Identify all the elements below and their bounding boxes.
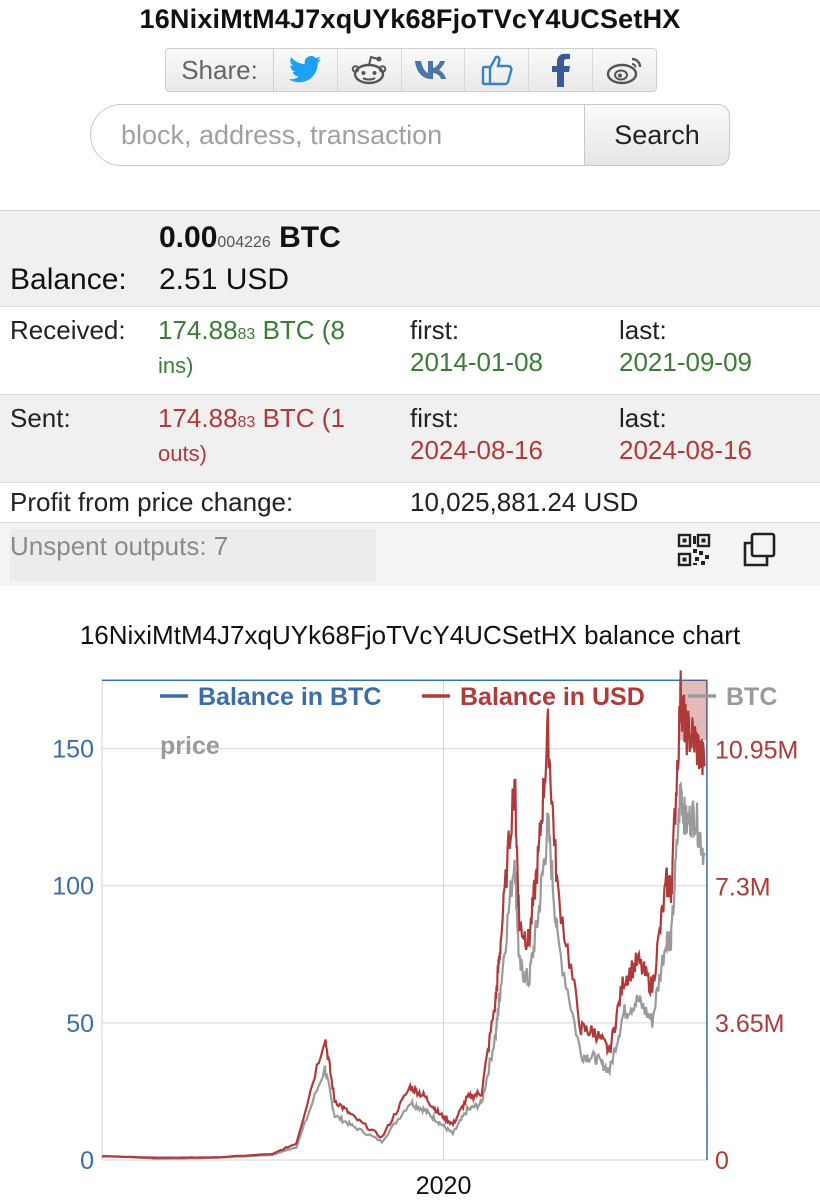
address-info-table: 0.00004226 BTC Balance: 2.51 USD Receive… [0,210,820,586]
y-left-tick-label: 100 [52,873,94,901]
legend-label: Balance in BTC [198,683,381,711]
reddit-icon [351,55,387,85]
vk-icon [415,61,447,79]
weibo-icon [606,57,641,85]
received-ins: ins) [158,353,194,378]
received-row: Received: 174.8883 BTC (8 ins) first: 20… [0,306,820,394]
copy-icon[interactable] [741,532,777,575]
received-amount-main: 174.88 [158,315,238,345]
balance-usd: 2.51 USD [159,263,290,296]
series-line-balance-usd [101,670,706,1159]
profit-row: Profit from price change: 10,025,881.24 … [0,482,820,522]
y-right-tick-label: 10.95M [715,736,798,764]
usd-peak-fill [679,680,707,741]
received-label: Received: [10,315,126,345]
legend-label: BTC [726,683,777,711]
sent-unit: BTC (1 [262,403,345,433]
received-first-label: first: [410,315,460,345]
received-first-date[interactable]: 2014-01-08 [410,347,543,377]
sent-first-date[interactable]: 2024-08-16 [410,435,543,465]
balance-btc: 0.00004226 BTC [159,221,341,255]
sent-label: Sent: [10,403,71,433]
sent-last-label: last: [619,403,667,433]
search-form: Search [90,104,730,166]
balance-btc-unit: BTC [279,221,341,254]
y-right-tick-label: 3.65M [715,1010,784,1038]
y-right-tick-label: 0 [715,1147,729,1175]
y-right-tick-label: 7.3M [715,873,771,901]
balance-btc-small: 004226 [217,234,271,251]
profit-value: 10,025,881.24 USD [410,487,639,517]
facebook-icon [551,53,570,87]
balance-btc-main: 0.00 [159,221,218,254]
twitter-icon [289,56,322,83]
share-twitter-button[interactable] [274,49,338,91]
sent-amount-small: 83 [237,414,256,431]
unspent-row[interactable]: Unspent outputs: 7 [0,522,820,586]
balance-row: 0.00004226 BTC Balance: 2.51 USD [0,210,820,306]
share-weibo-button[interactable] [593,49,656,91]
legend-label-price: price [160,732,220,760]
qr-code-icon[interactable] [677,533,711,574]
series-line-btc-price [101,780,706,1160]
legend-label: Balance in USD [460,683,645,711]
unspent-outputs-label[interactable]: Unspent outputs: 7 [10,529,376,581]
received-amount-small: 83 [237,326,256,343]
share-label: Share: [166,49,274,91]
search-input[interactable] [90,104,590,166]
share-like-button[interactable] [465,49,530,91]
balance-label: Balance: [10,263,127,296]
share-reddit-button[interactable] [338,49,402,91]
sent-amount-main: 174.88 [158,403,238,433]
received-unit: BTC (8 [262,315,345,345]
sent-amount: 174.8883 BTC (1 [158,403,345,434]
address-title: 16NixiMtM4J7xqUYk68FjoTVcY4UCSetHX [139,4,681,34]
received-amount: 174.8883 BTC (8 [158,315,345,346]
share-vk-button[interactable] [402,49,466,91]
sent-last-date[interactable]: 2024-08-16 [619,435,752,465]
y-left-tick-label: 0 [80,1147,94,1175]
sent-outs: outs) [158,441,207,466]
profit-label: Profit from price change: [10,487,294,517]
balance-chart: 0 50 100 150 0 3.65M 7.3M 10.95M 2020 Balance in… [52,670,798,1200]
received-last-label: last: [619,315,667,345]
search-button[interactable]: Search [584,104,730,166]
y-left-tick-label: 150 [52,736,94,764]
share-facebook-button[interactable] [529,49,594,91]
received-last-date[interactable]: 2021-09-09 [619,347,752,377]
sent-row: Sent: 174.8883 BTC (1 outs) first: 2024-… [0,394,820,482]
sent-first-label: first: [410,403,460,433]
y-left-tick-label: 50 [66,1010,94,1038]
chart-title: 16NixiMtM4J7xqUYk68FjoTVcY4UCSetHX balan… [79,620,741,650]
share-bar: Share: [165,48,657,92]
like-icon [481,55,513,86]
x-tick-label: 2020 [416,1172,472,1200]
